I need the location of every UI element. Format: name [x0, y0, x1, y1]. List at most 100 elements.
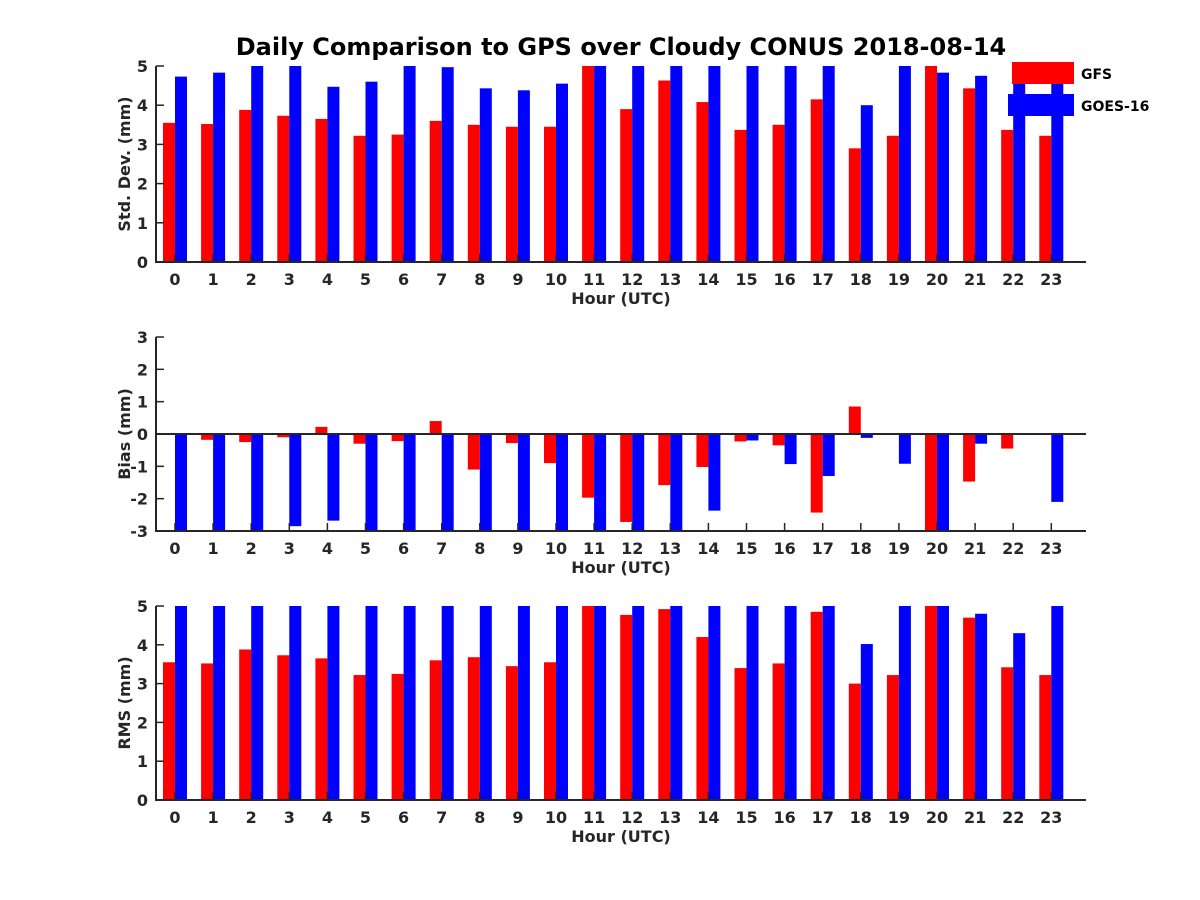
bar-gfs-hour-17: [810, 99, 823, 262]
x-tick-label: 4: [322, 270, 333, 289]
x-tick-label: 5: [360, 270, 371, 289]
bar-goes-16-hour-7: [441, 434, 454, 531]
bar-gfs-hour-8: [467, 434, 480, 470]
x-tick-label: 17: [812, 270, 834, 289]
bar-goes-16-hour-7: [441, 606, 454, 800]
bar-goes-16-hour-12: [632, 66, 645, 262]
bar-gfs-hour-21: [963, 434, 976, 482]
bar-gfs-hour-3: [277, 115, 290, 262]
x-tick-label: 6: [398, 270, 409, 289]
bar-goes-16-hour-16: [784, 434, 797, 465]
y-tick-label: 3: [137, 135, 148, 154]
bar-gfs-hour-7: [429, 421, 442, 434]
y-tick-label: 0: [137, 791, 148, 810]
x-tick-label: 3: [284, 270, 295, 289]
bar-goes-16-hour-21: [975, 434, 988, 444]
y-tick-label: 0: [137, 425, 148, 444]
bar-goes-16-hour-0: [175, 606, 187, 800]
bar-gfs-hour-1: [201, 434, 214, 440]
x-tick-label: 8: [474, 270, 485, 289]
bar-gfs-hour-14: [696, 637, 709, 800]
y-tick-label: 4: [137, 636, 148, 655]
bar-goes-16-hour-15: [746, 434, 759, 441]
bar-goes-16-hour-19: [898, 434, 911, 464]
x-tick-label: 18: [850, 808, 872, 827]
x-tick-label: 23: [1040, 539, 1062, 558]
x-tick-label: 8: [474, 808, 485, 827]
bar-goes-16-hour-4: [327, 434, 340, 521]
x-tick-label: 10: [545, 270, 567, 289]
bar-goes-16-hour-18: [860, 434, 873, 438]
bar-gfs-hour-21: [963, 617, 976, 800]
x-tick-label: 14: [697, 539, 719, 558]
bar-gfs-hour-1: [201, 663, 214, 800]
bar-gfs-hour-8: [467, 657, 480, 800]
bar-gfs-hour-6: [391, 134, 404, 262]
bar-gfs-hour-1: [201, 124, 214, 263]
y-tick-label: 4: [137, 96, 148, 115]
x-tick-label: 2: [246, 270, 257, 289]
bar-gfs-hour-14: [696, 102, 709, 262]
bar-goes-16-hour-4: [327, 86, 340, 262]
bar-goes-16-hour-13: [670, 66, 683, 262]
x-axis-label: Hour (UTC): [571, 558, 671, 577]
bar-goes-16-hour-2: [251, 606, 264, 800]
x-tick-label: 0: [169, 808, 180, 827]
bar-goes-16-hour-16: [784, 66, 797, 262]
bar-gfs-hour-17: [810, 434, 823, 513]
bar-goes-16-hour-5: [365, 606, 378, 800]
x-tick-label: 10: [545, 539, 567, 558]
bar-goes-16-hour-15: [746, 66, 759, 262]
x-tick-label: 11: [583, 539, 605, 558]
bar-goes-16-hour-9: [517, 90, 530, 262]
bar-gfs-hour-23: [1039, 135, 1052, 262]
x-tick-label: 6: [398, 808, 409, 827]
bar-gfs-hour-2: [239, 649, 252, 800]
x-tick-label: 13: [659, 270, 681, 289]
bar-gfs-hour-19: [886, 135, 899, 262]
bar-gfs-hour-9: [505, 434, 518, 444]
y-tick-label: 0: [137, 253, 148, 272]
y-tick-label: -2: [130, 490, 148, 509]
bar-goes-16-hour-12: [632, 606, 645, 800]
bar-goes-16-hour-14: [708, 606, 721, 800]
bar-goes-16-hour-14: [708, 66, 721, 262]
bar-goes-16-hour-20: [937, 72, 949, 262]
x-tick-label: 23: [1040, 808, 1062, 827]
bar-goes-16-hour-1: [213, 606, 226, 800]
bar-goes-16-hour-11: [594, 606, 607, 800]
bar-goes-16-hour-6: [403, 66, 416, 262]
bar-gfs-hour-4: [315, 118, 328, 262]
x-tick-label: 20: [926, 539, 948, 558]
bar-goes-16-hour-10: [556, 606, 568, 800]
bar-gfs-hour-18: [848, 406, 861, 434]
bar-goes-16-hour-22: [1013, 66, 1026, 262]
bar-gfs-hour-5: [353, 675, 366, 800]
y-tick-label: 2: [137, 175, 148, 194]
bar-goes-16-hour-8: [479, 434, 492, 531]
x-tick-label: 22: [1002, 270, 1024, 289]
x-tick-label: 9: [512, 808, 523, 827]
bar-goes-16-hour-18: [860, 644, 873, 800]
bar-gfs-hour-19: [886, 675, 899, 800]
x-tick-label: 8: [474, 539, 485, 558]
x-tick-label: 11: [583, 270, 605, 289]
bar-goes-16-hour-1: [213, 72, 226, 262]
bar-goes-16-hour-13: [670, 606, 683, 800]
bar-goes-16-hour-7: [441, 67, 454, 263]
x-tick-label: 17: [812, 539, 834, 558]
bar-gfs-hour-18: [848, 683, 861, 800]
bar-gfs-hour-12: [620, 614, 633, 800]
bar-gfs-hour-18: [848, 148, 861, 262]
bar-gfs-hour-22: [1001, 667, 1014, 800]
bar-gfs-hour-16: [772, 434, 785, 446]
y-tick-label: 3: [137, 675, 148, 694]
x-tick-label: 0: [169, 270, 180, 289]
x-tick-label: 9: [512, 539, 523, 558]
bar-goes-16-hour-3: [289, 606, 302, 800]
bar-goes-16-hour-21: [975, 75, 988, 262]
y-axis-label: RMS (mm): [115, 656, 134, 749]
bar-gfs-hour-15: [734, 668, 747, 800]
bar-gfs-hour-13: [658, 80, 671, 262]
x-tick-label: 12: [621, 808, 643, 827]
